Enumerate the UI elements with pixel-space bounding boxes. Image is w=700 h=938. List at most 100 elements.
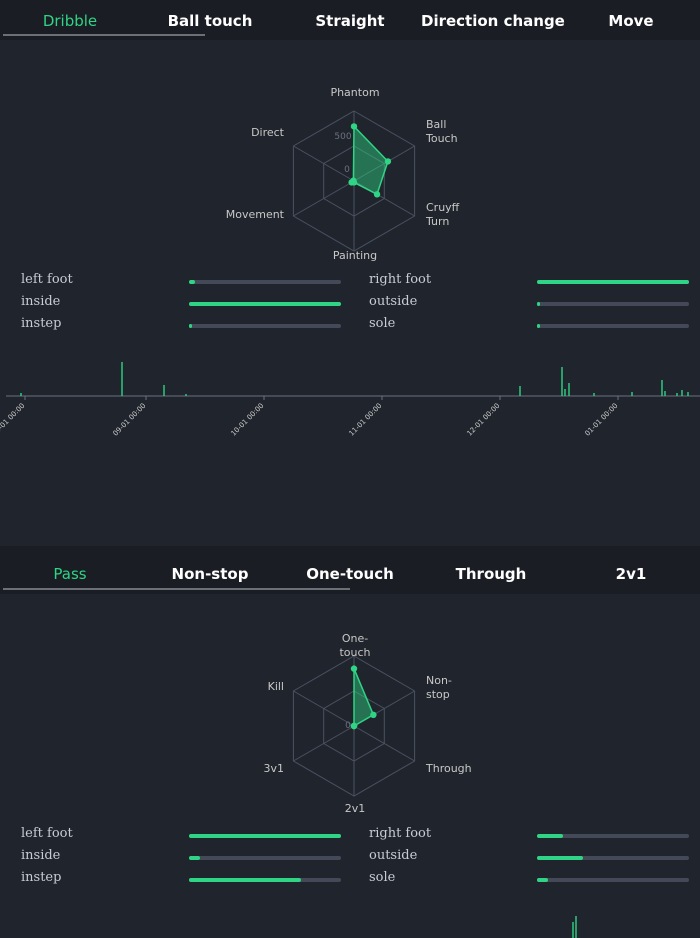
dribble-radar-axis-label: Ball Touch: [425, 118, 458, 145]
dribble-radar-grid-spoke: [293, 145, 355, 182]
dribble-radar-data-point: [384, 158, 392, 165]
dribble-bar-label: left foot: [21, 272, 73, 287]
dribble-radar-grid-spoke: [353, 145, 415, 182]
dribble-bar-row: outside: [369, 294, 689, 312]
pass-radar-tick-label: 0: [345, 721, 351, 731]
dribble-bar-label: sole: [369, 316, 396, 331]
tab-direction-change[interactable]: Direction change: [421, 12, 565, 30]
pass-radar-axis-label: 3v1: [263, 762, 284, 775]
pass-bar-track: [189, 878, 341, 882]
dribble-radar-axis-label: Direct: [251, 126, 285, 139]
pass-radar-axis-label: Kill: [268, 680, 284, 693]
timeline-tick-label: 08-01 00:00: [0, 402, 26, 438]
pass-radar-grid-spoke: [353, 725, 415, 762]
dribble-bar-track: [537, 324, 689, 328]
pass-bar-track: [537, 878, 689, 882]
timeline-tick-label: 10-01 00:00: [230, 402, 266, 438]
pass-bar-row: instep: [21, 870, 341, 888]
dribble-bar-fill: [189, 324, 192, 328]
pass-bar-track: [189, 834, 341, 838]
dribble-section: Dribble Ball touch Straight Direction ch…: [0, 12, 700, 438]
active-tab-indicator: [3, 34, 205, 36]
dribble-bar-row: instep: [21, 316, 341, 334]
dribble-radar-axis-label: Painting: [333, 249, 377, 262]
pass-bar-row: left foot: [21, 826, 341, 844]
dribble-bar-label: outside: [369, 294, 418, 309]
dribble-bar-row: right foot: [369, 272, 689, 290]
pass-radar-axis-label: Through: [425, 762, 472, 775]
pass-bar-row: right foot: [369, 826, 689, 844]
pass-bar-row: sole: [369, 870, 689, 888]
dribble-radar-data-point: [373, 191, 381, 198]
dribble-radar-tick-label: 500: [334, 132, 351, 142]
pass-bar-fill: [537, 878, 548, 882]
dribble-radar-tick-label: 0: [344, 165, 350, 175]
dribble-bar-fill: [189, 280, 196, 284]
tab-non-stop[interactable]: Non-stop: [171, 565, 249, 583]
pass-bar-fill: [537, 856, 583, 860]
pass-bar-fill: [189, 856, 200, 860]
dribble-timeline-chart: 08-01 00:00 09-01 00:00 10-01 00:00 11-01 0…: [0, 362, 700, 438]
tab-one-touch[interactable]: One-touch: [306, 565, 394, 583]
pass-bar-label: outside: [369, 848, 418, 863]
dribble-bar-fill: [537, 302, 540, 306]
pass-section: Pass Non-stop One-touch Through 2v1 0 One…: [0, 553, 700, 938]
pass-radar-data-point: [350, 665, 358, 672]
pass-bar-row: inside: [21, 848, 341, 866]
active-tab-indicator: [3, 588, 350, 590]
dribble-bar-label: right foot: [369, 272, 432, 287]
tab-2v1[interactable]: 2v1: [615, 565, 647, 583]
dribble-bar-track: [189, 302, 341, 306]
timeline-tick-label: 01-01 00:00: [584, 402, 620, 438]
dribble-radar-axis-label: Cruyff Turn: [425, 201, 460, 228]
pass-bar-label: sole: [369, 870, 396, 885]
pass-radar-axis-label: 2v1: [345, 802, 366, 815]
dribble-bar-row: left foot: [21, 272, 341, 290]
dribble-bar-row: sole: [369, 316, 689, 334]
dribble-bar-label: instep: [21, 316, 62, 331]
dribble-bar-row: inside: [21, 294, 341, 312]
pass-radar-axis-label: Non-stop: [426, 674, 452, 701]
pass-bar-fill: [189, 834, 341, 838]
pass-bar-row: outside: [369, 848, 689, 866]
dribble-bar-fill: [537, 280, 689, 284]
dribble-radar-axis-label: Movement: [226, 208, 285, 221]
tab-ball-touch[interactable]: Ball touch: [167, 12, 253, 30]
section-divider: [0, 546, 700, 553]
tab-move[interactable]: Move: [608, 12, 654, 30]
dribble-bar-track: [537, 280, 689, 284]
dribble-bar-track: [189, 280, 341, 284]
tab-straight[interactable]: Straight: [315, 12, 385, 30]
dribble-bar-fill: [189, 302, 341, 306]
pass-radar-axis-label: One-touch: [339, 632, 370, 659]
pass-bar-track: [189, 856, 341, 860]
pass-bar-track: [537, 834, 689, 838]
dribble-bar-fill: [537, 324, 540, 328]
pass-bar-label: right foot: [369, 826, 432, 841]
dribble-radar-data-point: [350, 177, 357, 184]
tab-through[interactable]: Through: [455, 565, 527, 583]
timeline-tick-label: 12-01 00:00: [466, 402, 502, 438]
pass-bar-label: inside: [21, 848, 61, 863]
dribble-radar-data-area: [349, 124, 389, 196]
tab-dribble[interactable]: Dribble: [42, 12, 98, 30]
dribble-radar-chart: 500 0 Phantom Ball Touch Cruyff Turn Painting Mo…: [226, 86, 460, 262]
pass-bar-label: left foot: [21, 826, 73, 841]
dribble-bar-label: inside: [21, 294, 61, 309]
pass-tabbar: Pass Non-stop One-touch Through 2v1: [0, 553, 700, 594]
pass-radar-data-point: [370, 711, 377, 718]
pass-bar-fill: [537, 834, 563, 838]
pass-bar-fill: [189, 878, 302, 882]
pass-radar-grid-spoke: [293, 690, 355, 727]
dribble-radar-grid-spoke: [293, 180, 355, 217]
timeline-tick-label: 11-01 00:00: [348, 402, 384, 438]
pass-radar-data-area: [353, 668, 375, 728]
dribble-bar-track: [537, 302, 689, 306]
pass-bar-track: [537, 856, 689, 860]
tab-pass[interactable]: Pass: [53, 565, 87, 583]
pass-bar-label: instep: [21, 870, 62, 885]
dribble-radar-data-point: [350, 123, 358, 130]
pass-radar-grid-spoke: [293, 725, 355, 762]
dribble-radar-axis-label: Phantom: [330, 86, 379, 99]
pass-radar-chart: 0 One-touch Non-stop Through 2v1 3v1 Kill: [263, 632, 472, 815]
